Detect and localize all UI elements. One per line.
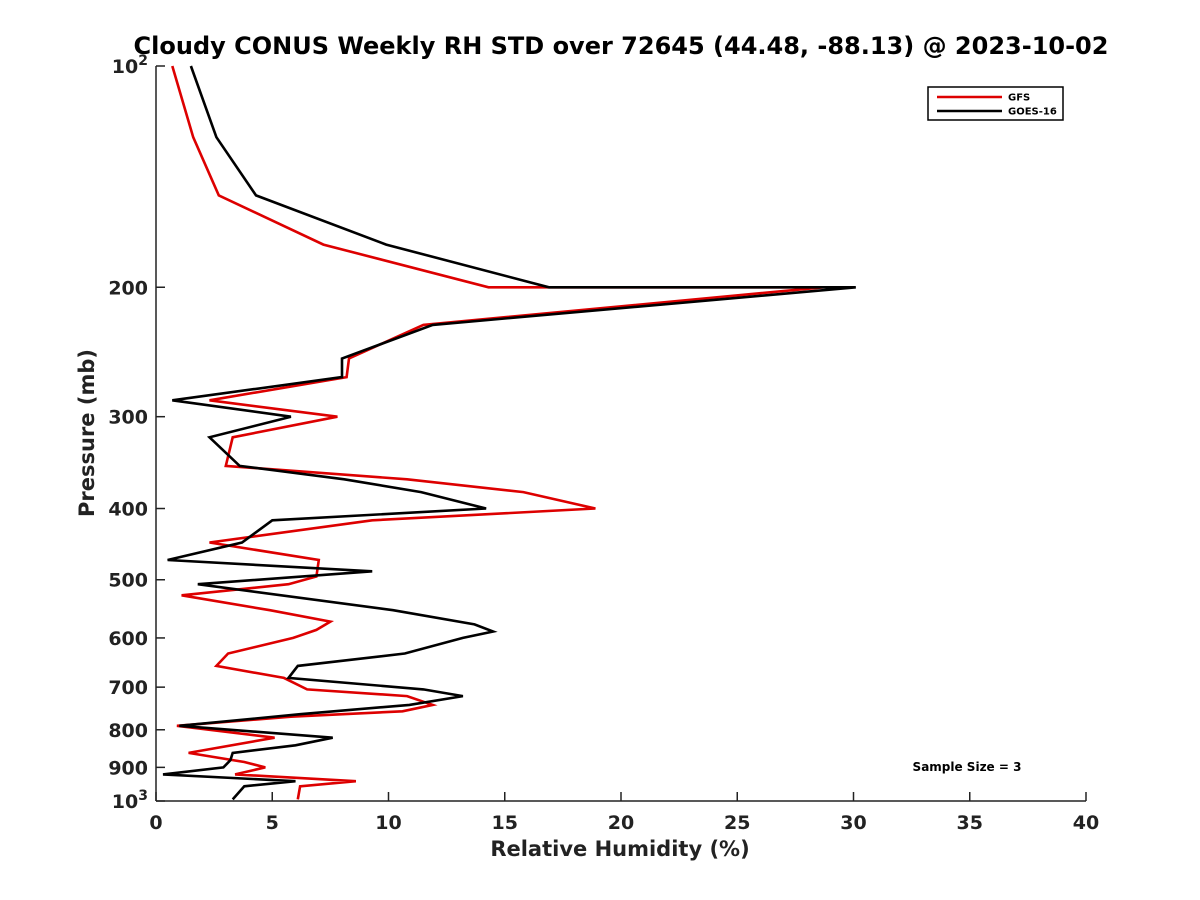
y-tick-label: 600: [108, 628, 148, 650]
x-tick-label: 5: [266, 812, 279, 834]
x-tick-label: 35: [957, 812, 983, 834]
series-line-gfs: [171, 65, 824, 800]
x-tick-label: 15: [492, 812, 518, 834]
legend-label: GFS: [1008, 93, 1030, 104]
legend-label: GOES-16: [1008, 107, 1057, 118]
y-tick-label: 900: [108, 757, 148, 779]
x-tick-label: 40: [1073, 812, 1099, 834]
x-tick-label: 30: [840, 812, 866, 834]
y-tick-base: 10: [112, 56, 138, 78]
y-tick-base: 10: [112, 791, 138, 813]
x-tick-label: 10: [375, 812, 401, 834]
x-tick-label: 0: [149, 812, 162, 834]
x-tick-label: 25: [724, 812, 750, 834]
y-tick-label: 300: [108, 407, 148, 429]
y-tick-exponent: 3: [138, 788, 148, 804]
axes-layer: 0 5 10 15 20 25 30 35 40102200300400500600700800…: [108, 53, 1099, 834]
y-axis-label: Pressure (mb): [75, 349, 99, 517]
series-layer: [162, 65, 856, 801]
legend: GFS GOES-16: [927, 86, 1064, 121]
x-axis-label: Relative Humidity (%): [490, 837, 749, 861]
x-tick-label: 20: [608, 812, 634, 834]
y-tick-label: 102: [112, 53, 148, 78]
y-tick-label: 103: [112, 788, 148, 813]
series-line-goes-16: [162, 65, 856, 801]
sample-size-annotation: Sample Size = 3: [913, 760, 1022, 774]
legend-box: [927, 86, 1064, 121]
y-tick-label: 400: [108, 499, 148, 521]
y-tick-label: 200: [108, 277, 148, 299]
y-tick-label: 500: [108, 570, 148, 592]
y-tick-exponent: 2: [138, 53, 148, 69]
y-tick-label: 800: [108, 720, 148, 742]
chart-title: Cloudy CONUS Weekly RH STD over 72645 (4…: [134, 32, 1109, 60]
y-tick-label: 700: [108, 677, 148, 699]
